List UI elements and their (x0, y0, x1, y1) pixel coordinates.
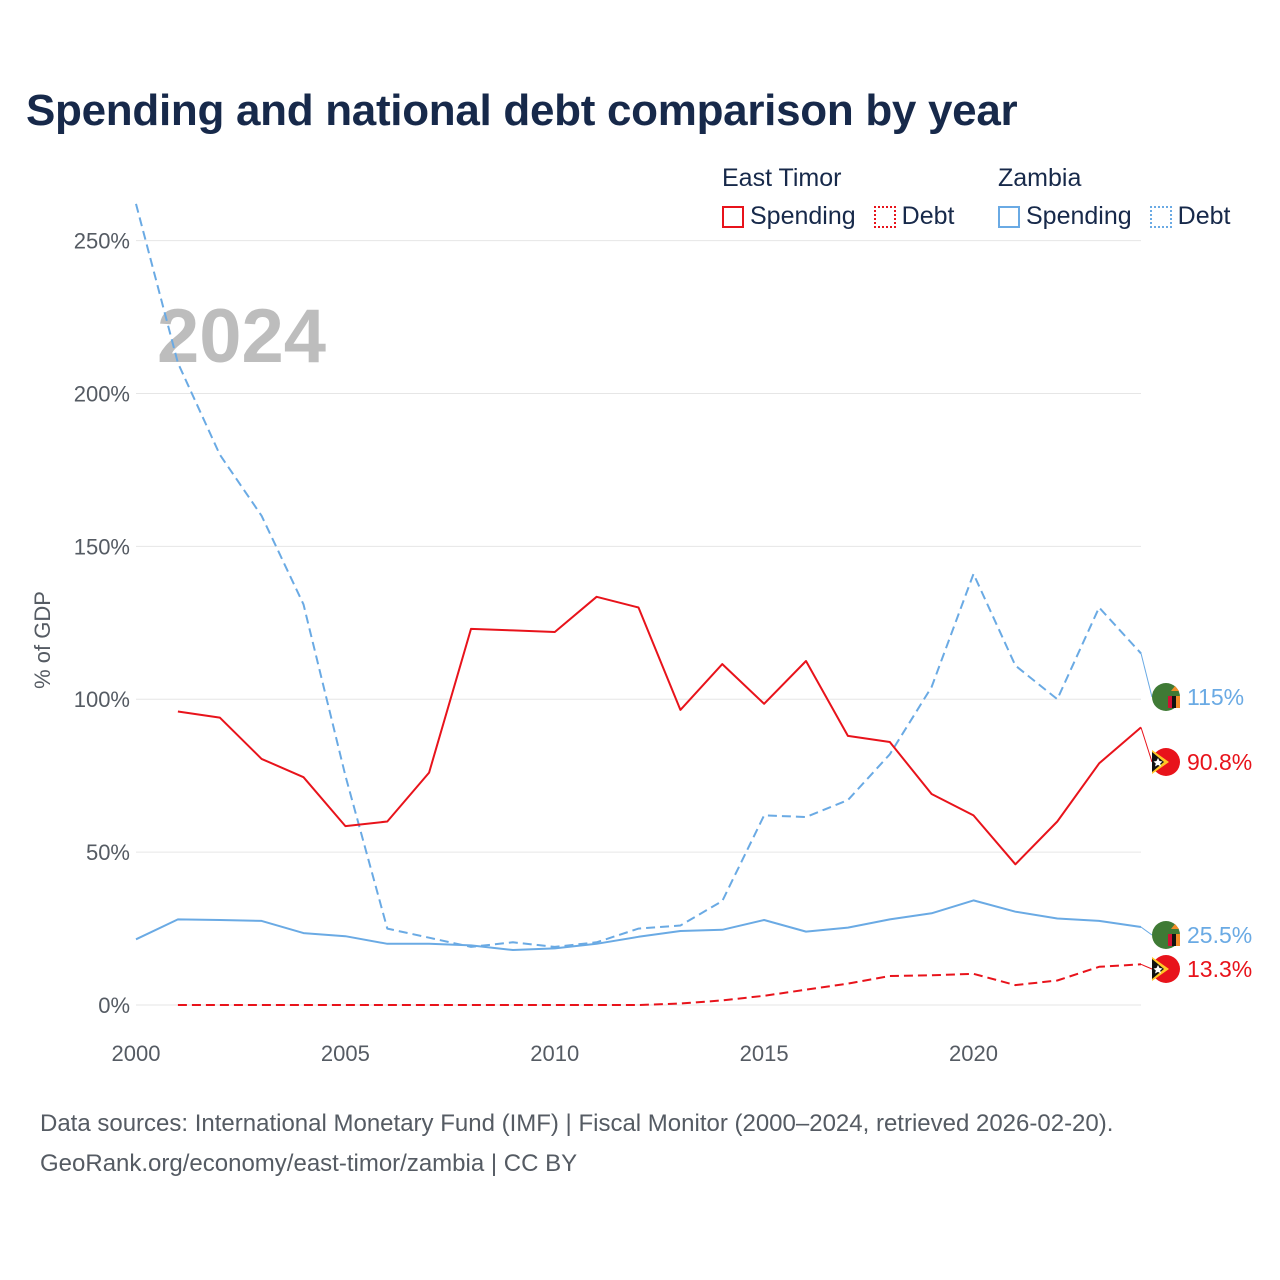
legend-swatch-solid-blue (998, 205, 1020, 228)
y-axis-ticks: 0% 50% 100% 150% 200% 250% (74, 229, 130, 1018)
x-tick-label: 2000 (112, 1041, 161, 1066)
flag-eagle (1171, 924, 1179, 929)
source-line: Data sources: International Monetary Fun… (40, 1110, 1114, 1137)
zambia-flag-icon (1152, 683, 1180, 711)
end-value-label: 13.3% (1187, 956, 1252, 982)
data-source-note: Data sources: International Monetary Fun… (40, 1104, 1113, 1184)
legend-east-timor-spending[interactable]: Spending (722, 202, 856, 231)
y-axis-label: % of GDP (30, 591, 55, 689)
y-tick-label: 100% (74, 687, 130, 712)
y-tick-label: 0% (98, 993, 130, 1018)
series-line-zambia-debt (135, 203, 1142, 948)
end-connector (1140, 653, 1153, 698)
flag-stripe (1172, 934, 1176, 946)
zambia-flag-icon (1152, 921, 1180, 949)
y-tick-label: 50% (86, 840, 130, 865)
x-tick-label: 2015 (740, 1041, 789, 1066)
legend-group-zambia: Zambia Spending Debt (998, 160, 1230, 231)
series-lines (135, 203, 1142, 1006)
east-timor-flag-icon (1152, 955, 1180, 983)
series-line-zambia-spending (135, 899, 1142, 951)
flag-stripe (1172, 696, 1176, 708)
legend-group-title: East Timor (722, 164, 842, 192)
flag-stripe (1176, 696, 1180, 708)
x-axis-ticks: 2000 2005 2010 2015 2020 (112, 1041, 998, 1066)
x-tick-label: 2005 (321, 1041, 370, 1066)
legend-item-label: Debt (901, 202, 955, 230)
end-connector (1140, 926, 1153, 936)
end-value-label: 25.5% (1187, 922, 1252, 948)
y-tick-label: 250% (74, 229, 130, 254)
y-tick-label: 150% (74, 534, 130, 559)
x-tick-label: 2020 (949, 1041, 998, 1066)
year-watermark: 2024 (157, 294, 326, 379)
flag-stripe (1176, 934, 1180, 946)
legend-group-east-timor: East Timor Spending Debt (722, 160, 972, 231)
legend-item-label: Spending (1026, 202, 1132, 230)
flag-star (1153, 758, 1163, 767)
end-connector (1140, 963, 1153, 970)
legend-east-timor-debt[interactable]: Debt (873, 202, 955, 231)
source-url: GeoRank.org/economy/east-timor/zambia | … (40, 1150, 578, 1177)
end-value-label: 115% (1187, 684, 1244, 710)
series-line-east-timor-spending (177, 595, 1142, 866)
legend-item-label: Spending (750, 202, 856, 230)
end-value-label: 90.8% (1187, 749, 1252, 775)
gridlines (136, 240, 1141, 1006)
flag-star (1153, 965, 1163, 974)
legend-swatch-dotted-blue (1149, 205, 1172, 228)
flag-eagle (1171, 686, 1179, 691)
legend-group-title: Zambia (998, 164, 1082, 192)
legend-swatch-dotted-red (873, 205, 896, 228)
line-chart: 2024 0%50%100%150%200%250% 2000 2005 2010 2… (30, 203, 1252, 1066)
chart-title: Spending and national debt comparison by… (26, 86, 1018, 135)
end-connector (1140, 727, 1153, 763)
flag-stripe (1168, 696, 1172, 708)
east-timor-flag-icon (1152, 748, 1180, 776)
x-tick-label: 2010 (530, 1041, 579, 1066)
legend-zambia-spending[interactable]: Spending (998, 202, 1132, 231)
legend-zambia-debt[interactable]: Debt (1149, 202, 1231, 231)
series-line-east-timor-debt (177, 963, 1142, 1006)
legend-item-label: Debt (1177, 202, 1231, 230)
flag-stripe (1168, 934, 1172, 946)
legend-swatch-solid-red (722, 205, 744, 228)
y-tick-label: 200% (74, 381, 130, 406)
series-end-markers: 115% 90.8% 25.5% 13.3% (1140, 653, 1252, 983)
